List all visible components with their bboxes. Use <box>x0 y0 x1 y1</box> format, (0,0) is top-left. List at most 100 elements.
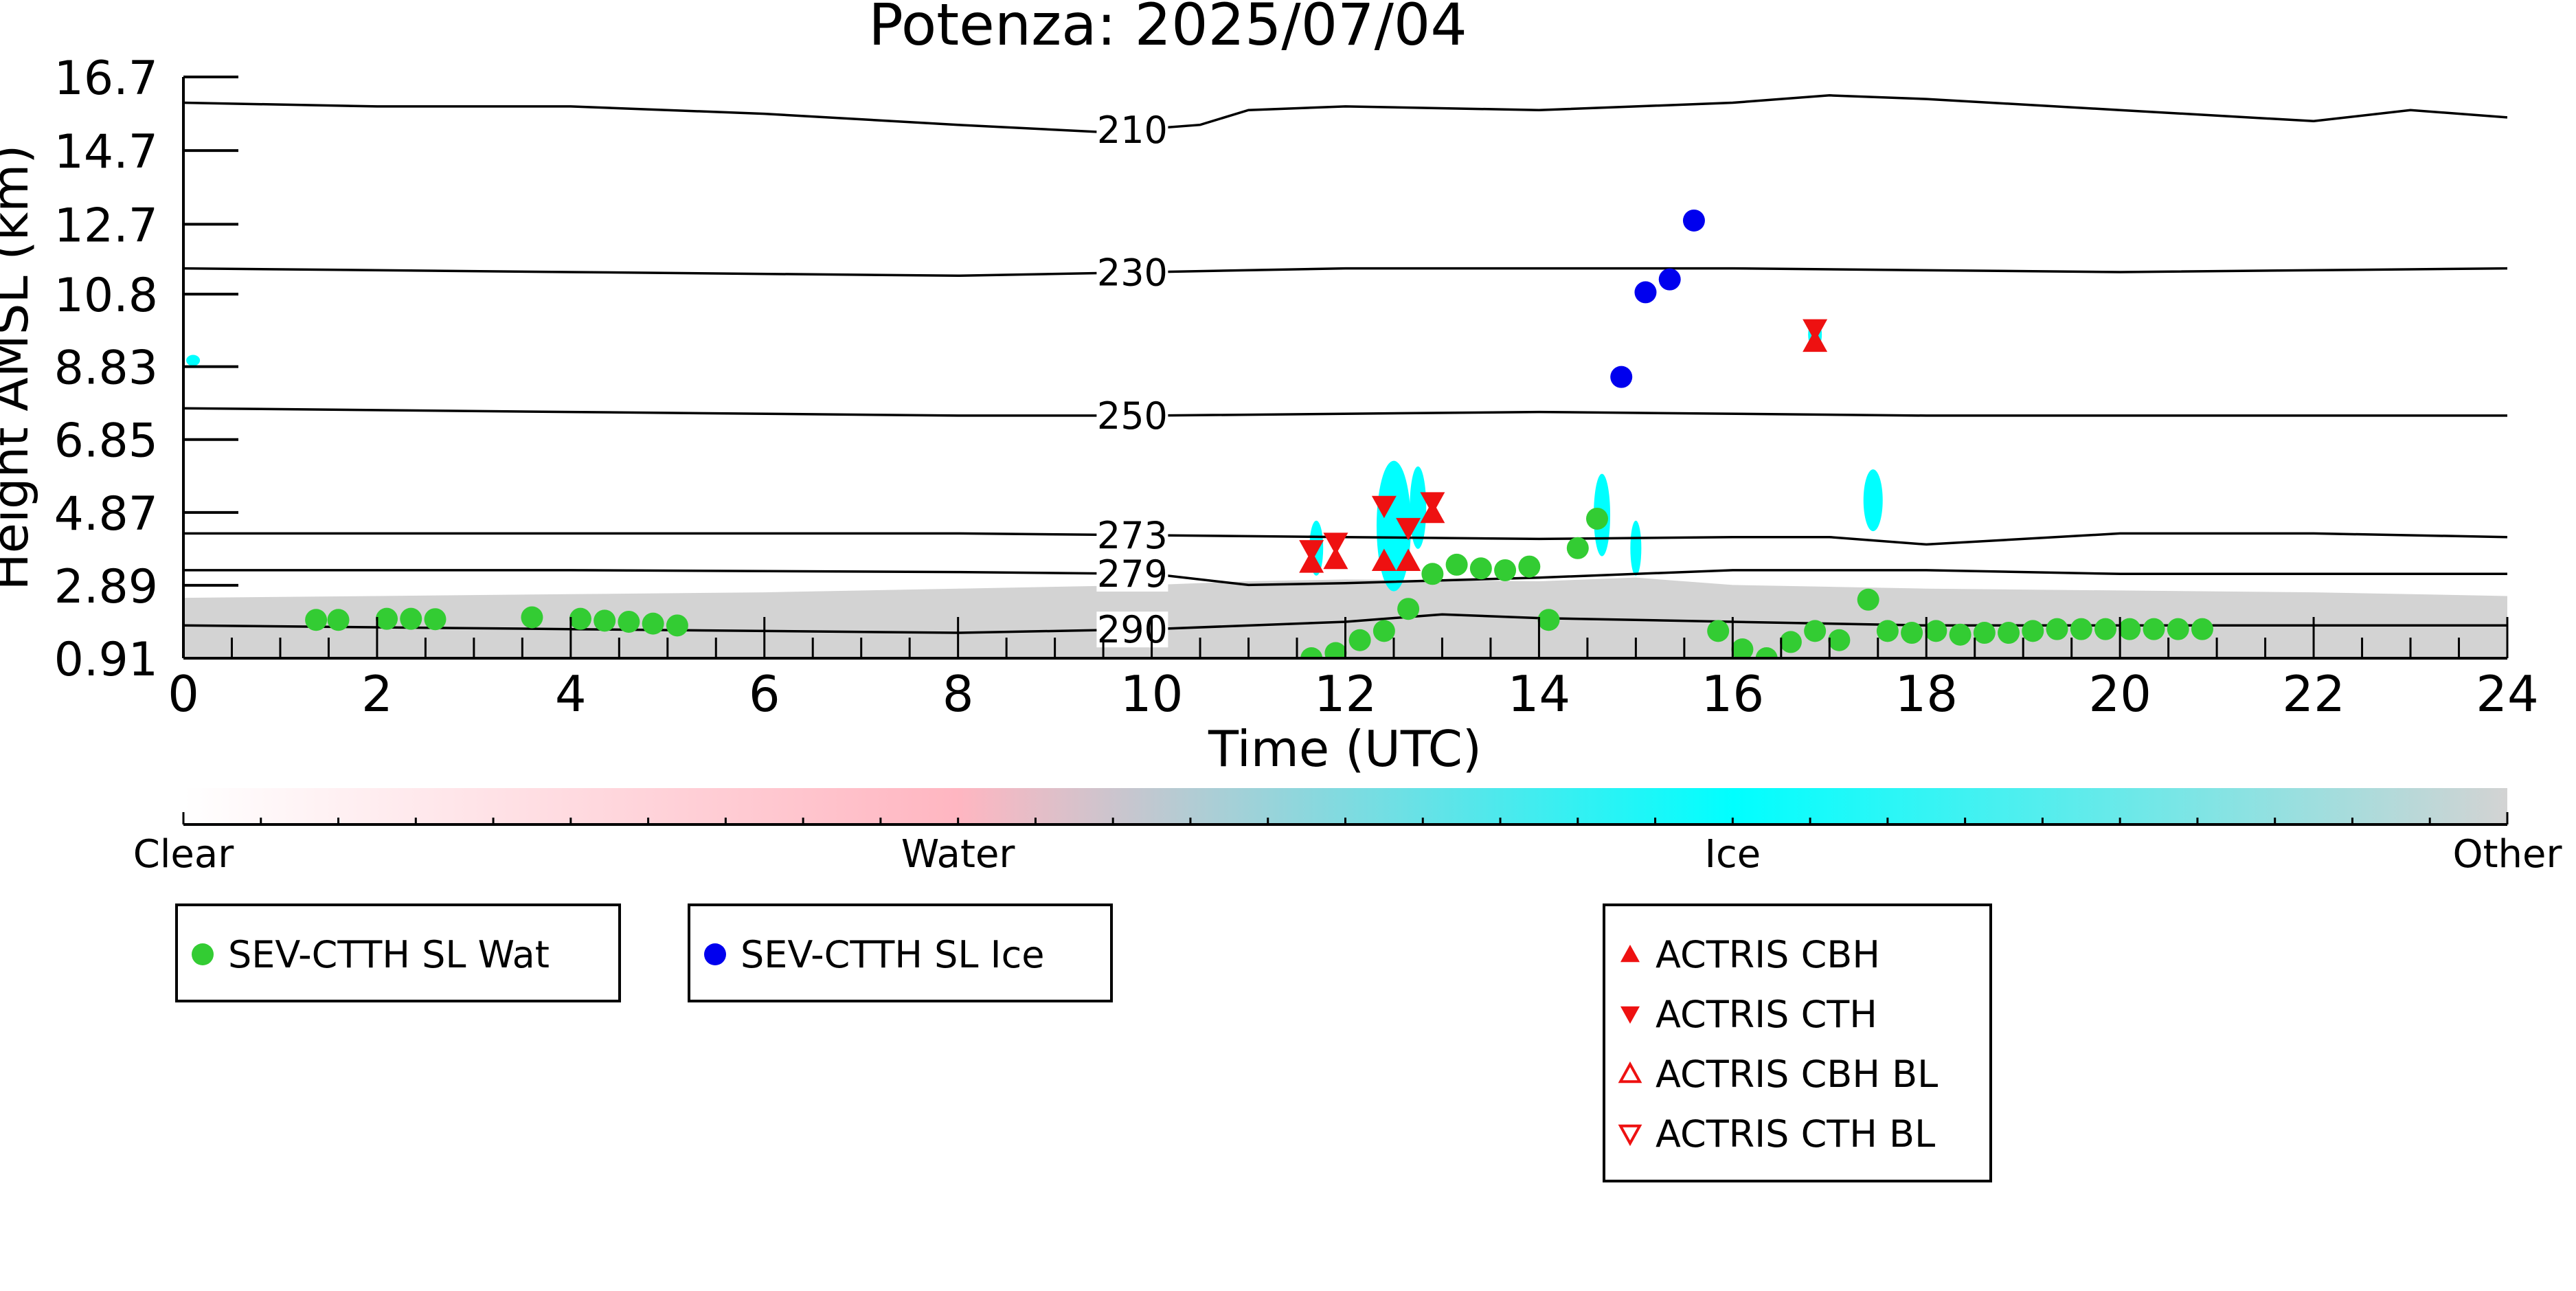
legend-label: ACTRIS CTH BL <box>1656 1112 1935 1156</box>
contour-label: 210 <box>1097 109 1168 152</box>
contour-label-bg <box>1096 112 1168 148</box>
legend-marker <box>192 943 214 965</box>
x-axis-label: Time (UTC) <box>1208 720 1482 778</box>
ice-cloud-patch <box>1410 466 1427 549</box>
y-axis-label: Height AMSL (km) <box>0 145 39 591</box>
x-tick-label: 4 <box>555 665 587 723</box>
data-point <box>2046 618 2068 640</box>
contour-line <box>183 532 2507 546</box>
data-point <box>594 609 616 632</box>
data-point <box>2022 620 2044 642</box>
data-point <box>1537 609 1560 631</box>
data-point <box>1518 555 1541 578</box>
x-tick-label: 18 <box>1895 665 1958 723</box>
data-point <box>1634 281 1657 304</box>
contour-label-bg <box>1096 397 1168 434</box>
data-point <box>305 609 328 631</box>
data-point <box>1566 537 1589 559</box>
data-point <box>1397 598 1420 620</box>
data-point <box>1610 366 1633 388</box>
data-point <box>569 607 591 630</box>
legend-box <box>175 903 621 1002</box>
contour-label-bg <box>1096 254 1168 291</box>
data-point <box>1323 532 1348 555</box>
y-tick-label: 8.83 <box>54 341 158 396</box>
legend-marker <box>1620 1006 1640 1024</box>
y-tick-label: 0.91 <box>54 633 158 687</box>
x-tick-label: 0 <box>168 665 199 723</box>
legend-label: SEV-CTTH SL Wat <box>228 933 550 976</box>
legend-marker <box>704 943 726 965</box>
y-tick-label: 2.89 <box>54 560 158 614</box>
colorbar-label: Ice <box>1704 832 1761 877</box>
x-tick-label: 22 <box>2282 665 2345 723</box>
data-point <box>1324 642 1347 658</box>
chart-title: Potenza: 2025/07/04 <box>868 0 1467 58</box>
x-tick-label: 12 <box>1314 665 1377 723</box>
x-tick-label: 6 <box>749 665 780 723</box>
x-tick-label: 8 <box>942 665 974 723</box>
y-tick-label: 6.85 <box>54 414 158 469</box>
x-tick-label: 14 <box>1508 665 1571 723</box>
contour-label: 290 <box>1097 608 1168 651</box>
data-point <box>2143 618 2165 640</box>
data-point <box>1731 638 1754 658</box>
data-point <box>2191 618 2213 640</box>
x-tick-label: 10 <box>1120 665 1184 723</box>
data-point <box>1658 268 1681 291</box>
y-tick-label: 10.8 <box>54 269 158 323</box>
data-point <box>1371 548 1397 571</box>
legend-marker <box>1618 1124 1642 1147</box>
legend-label: SEV-CTTH SL Ice <box>741 933 1045 976</box>
ice-cloud-patch <box>1863 469 1883 532</box>
legend-label: ACTRIS CBH <box>1656 933 1880 976</box>
data-point <box>1494 559 1517 581</box>
contour-label-bg <box>1096 556 1168 592</box>
contour-label: 230 <box>1097 251 1168 295</box>
y-tick-label: 16.7 <box>54 52 158 106</box>
legend-box <box>1603 903 1992 1182</box>
data-point <box>2167 618 2189 640</box>
data-point <box>1420 492 1445 515</box>
data-point <box>1901 622 1923 644</box>
data-point <box>1372 620 1395 642</box>
data-point <box>1707 620 1730 642</box>
legend-label: ACTRIS CBH BL <box>1656 1053 1938 1096</box>
data-point <box>618 610 640 633</box>
contour-label-bg <box>1096 611 1168 648</box>
legend-marker <box>1618 1061 1642 1084</box>
data-point <box>1445 553 1468 576</box>
x-tick-label: 24 <box>2476 665 2539 723</box>
contour-label: 279 <box>1097 552 1168 596</box>
data-point <box>1348 629 1371 651</box>
y-tick-label: 14.7 <box>54 125 158 179</box>
legend-box <box>688 903 1113 1002</box>
y-tick-label: 12.7 <box>54 199 158 253</box>
data-point <box>1299 540 1324 563</box>
legend-marker <box>1620 945 1640 963</box>
x-tick-label: 2 <box>361 665 393 723</box>
data-point <box>1300 647 1323 658</box>
data-point <box>1973 622 1996 644</box>
data-point <box>1857 588 1879 611</box>
data-point <box>1585 507 1608 530</box>
data-point <box>1371 495 1397 519</box>
data-point <box>1682 209 1705 232</box>
legend-label: ACTRIS CTH <box>1656 993 1877 1036</box>
data-point <box>666 614 688 637</box>
data-point <box>1949 623 1971 646</box>
ice-cloud-patch <box>186 355 201 366</box>
contour-line <box>183 94 2507 134</box>
data-point <box>1998 622 2020 644</box>
data-point <box>1755 647 1778 658</box>
data-point <box>521 606 543 629</box>
data-point <box>1803 319 1828 342</box>
y-tick-label: 4.87 <box>54 487 158 541</box>
colorbar-label: Clear <box>133 832 234 877</box>
colorbar-label: Water <box>901 832 1016 877</box>
data-point <box>1396 548 1421 571</box>
data-point <box>1323 546 1348 570</box>
data-point <box>2070 618 2092 640</box>
x-tick-label: 16 <box>1702 665 1765 723</box>
